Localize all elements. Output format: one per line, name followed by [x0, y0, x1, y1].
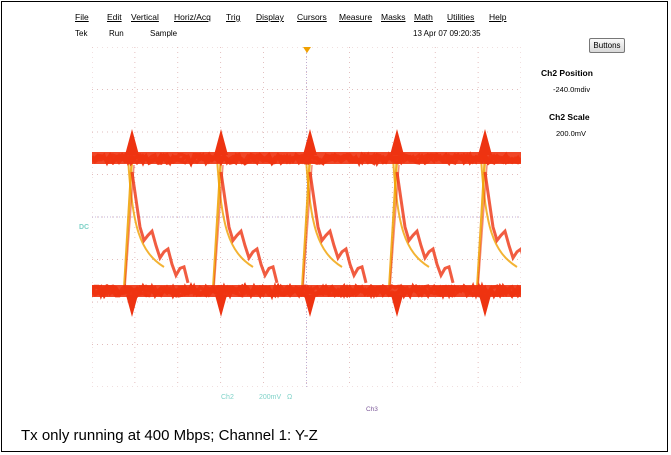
trace-edge [302, 164, 313, 290]
acq-mode-label: Sample [150, 29, 178, 38]
rising-edge [387, 156, 399, 293]
waveform-display[interactable] [92, 47, 521, 387]
menu-masks[interactable]: Masks [381, 12, 406, 22]
trace-ringing [219, 171, 279, 284]
menu-math[interactable]: Math [414, 12, 433, 22]
trace-undershoot [304, 295, 316, 317]
ch2-scale-label: Ch2 Scale [549, 112, 590, 122]
trace-lower-rail [92, 285, 521, 297]
trace-edge [477, 164, 488, 290]
trigger-position-icon[interactable] [303, 47, 311, 53]
rising-edge [211, 156, 223, 293]
trace-edge [124, 164, 135, 290]
trace-ringing [483, 171, 521, 262]
menu-help[interactable]: Help [489, 12, 507, 22]
menu-vertical[interactable]: Vertical [131, 12, 159, 22]
trace-edge [213, 164, 224, 290]
falling-edge [305, 156, 343, 268]
ch2-position-value[interactable]: -240.0mdiv [553, 85, 591, 94]
brand-label: Tek [75, 29, 88, 38]
run-state-label[interactable]: Run [109, 29, 124, 38]
trace-ringing [130, 171, 190, 284]
rising-edge [475, 156, 487, 293]
termination-icon: Ω [287, 394, 293, 401]
trace-undershoot [215, 295, 227, 317]
ch2-scale-value[interactable]: 200.0mV [556, 129, 587, 138]
trace-overshoot [303, 129, 317, 155]
menu-display[interactable]: Display [256, 12, 284, 22]
rising-edge [122, 156, 134, 293]
ch3-readout-name: Ch3 [366, 406, 378, 413]
waveform-svg [92, 47, 521, 387]
trace-ringing [308, 171, 368, 284]
menu-file[interactable]: File [75, 12, 89, 22]
falling-edge [127, 156, 165, 268]
rising-edge [300, 156, 312, 293]
trace-overshoot [390, 129, 404, 155]
menu-utilities[interactable]: Utilities [447, 12, 475, 22]
trace-ringing [395, 171, 455, 284]
trace-edge [389, 164, 400, 290]
buttons-toggle-label: Buttons [593, 41, 621, 50]
menu-horiz-acq[interactable]: Horiz/Acq [174, 12, 211, 22]
yellow-transitions [122, 156, 518, 293]
ch2-readout-name: Ch2 [221, 394, 234, 401]
ch2-readout-scale: 200mV [259, 394, 282, 401]
channel-ground-marker[interactable]: DC [79, 224, 90, 231]
figure-caption: Tx only running at 400 Mbps; Channel 1: … [21, 427, 318, 444]
red-eye-trace [92, 129, 521, 317]
menu-measure[interactable]: Measure [339, 12, 373, 22]
trace-undershoot [126, 295, 138, 317]
trace-overshoot [214, 129, 228, 155]
buttons-toggle-button[interactable]: Buttons [589, 38, 625, 53]
menu-trig[interactable]: Trig [226, 12, 241, 22]
menu-edit[interactable]: Edit [107, 12, 122, 22]
trace-overshoot [125, 129, 139, 155]
falling-edge [480, 156, 518, 268]
menu-cursors[interactable]: Cursors [297, 12, 327, 22]
trace-undershoot [479, 295, 491, 317]
ch2-position-label: Ch2 Position [541, 68, 593, 78]
falling-edge [392, 156, 430, 268]
trace-overshoot [478, 129, 492, 155]
trace-upper-rail [92, 152, 521, 164]
falling-edge [216, 156, 254, 268]
trace-undershoot [391, 295, 403, 317]
timestamp: 13 Apr 07 09:20:35 [413, 29, 481, 38]
